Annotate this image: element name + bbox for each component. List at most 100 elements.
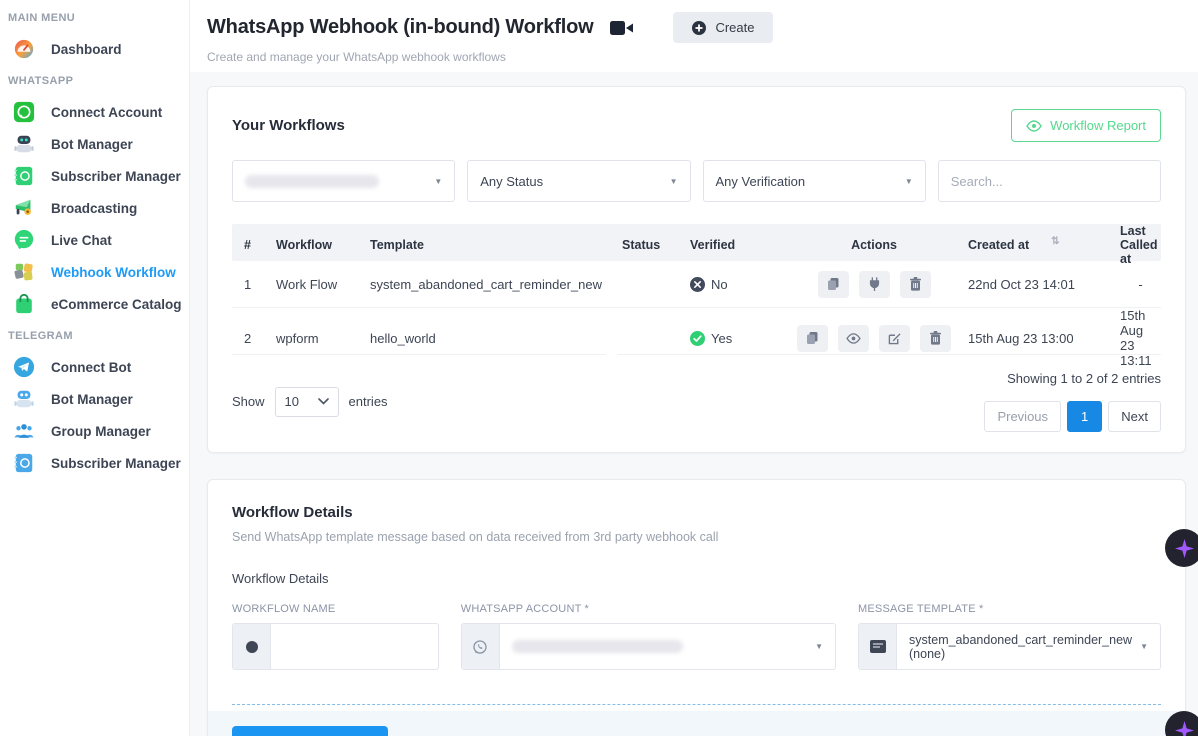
plug-icon <box>869 277 879 291</box>
delete-button[interactable] <box>899 270 931 298</box>
sidebar-item-dashboard[interactable]: Dashboard <box>0 33 189 65</box>
chevron-down-icon: ▼ <box>815 642 824 651</box>
sidebar-item-webhook-workflow[interactable]: Webhook Workflow <box>0 256 189 288</box>
row-workflow-name: Work Flow <box>276 276 338 292</box>
dashboard-gauge-icon <box>12 37 36 61</box>
robot-blue-icon <box>12 387 36 411</box>
sidebar-item-label: Live Chat <box>51 232 112 248</box>
sidebar-item-ecommerce-catalog[interactable]: eCommerce Catalog <box>0 288 189 320</box>
verified-text: No <box>711 276 728 292</box>
whatsapp-account-label: WHATSAPP ACCOUNT * <box>460 603 590 615</box>
sidebar-item-bot-manager-wa[interactable]: Bot Manager <box>0 128 189 160</box>
col-created-at[interactable]: Created at ⇅ <box>968 236 1060 252</box>
col-num: # <box>244 238 251 252</box>
your-workflows-card: Your Workflows Workflow Report ▼ Any <box>207 86 1186 453</box>
verification-filter-select[interactable]: Any Verification ▼ <box>702 160 926 202</box>
status-filter-select[interactable]: Any Status ▼ <box>467 160 691 202</box>
main-content: WhatsApp Webhook (in-bound) Workflow Cre… <box>190 0 1198 736</box>
sidebar-item-label: Dashboard <box>51 41 122 57</box>
previous-page-button[interactable]: Previous <box>984 401 1062 432</box>
workflow-name-label: WORKFLOW NAME <box>232 603 336 615</box>
pagination: Previous 1 Next <box>984 401 1161 432</box>
view-button[interactable] <box>838 324 869 352</box>
show-label: Show <box>232 394 265 409</box>
sidebar-item-label: Webhook Workflow <box>51 264 176 280</box>
col-actions: Actions <box>851 238 897 252</box>
contacts-book-icon <box>12 164 36 188</box>
copy-icon <box>827 278 838 290</box>
page-title: WhatsApp Webhook (in-bound) Workflow <box>207 16 594 38</box>
row-num: 2 <box>244 330 252 346</box>
eye-icon <box>1026 119 1042 132</box>
sidebar-item-label: Subscriber Manager <box>51 455 181 471</box>
details-section-label: Workflow Details <box>232 571 329 586</box>
webhook-connector-button[interactable] <box>858 270 890 298</box>
sidebar-item-connect-account[interactable]: Connect Account <box>0 96 189 128</box>
row-last-called-at: - <box>1138 276 1143 292</box>
message-template-select[interactable]: system_abandoned_cart_reminder_new (none… <box>858 623 1161 670</box>
ai-assistant-button[interactable] <box>1165 711 1198 736</box>
col-template: Template <box>370 238 424 252</box>
ai-assistant-button[interactable] <box>1165 529 1198 567</box>
sidebar-item-live-chat[interactable]: Live Chat <box>0 224 189 256</box>
group-people-icon <box>12 419 36 443</box>
sidebar-item-subscriber-manager-wa[interactable]: Subscriber Manager <box>0 160 189 192</box>
video-tutorial-icon[interactable] <box>609 17 635 39</box>
sidebar-item-broadcasting[interactable]: Broadcasting <box>0 192 189 224</box>
workflow-report-button[interactable]: Workflow Report <box>1011 109 1161 142</box>
verified-badge: No <box>690 276 780 292</box>
sidebar-item-label: Group Manager <box>51 423 151 439</box>
whatsapp-account-select[interactable]: ▼ <box>460 623 837 670</box>
page-size-select[interactable]: 10 <box>274 386 339 417</box>
edit-pencil-icon <box>888 332 901 344</box>
copy-button[interactable] <box>817 270 849 298</box>
section-telegram: TELEGRAM <box>8 330 73 342</box>
current-page-button[interactable]: 1 <box>1067 401 1103 432</box>
row-last-called-at: 15th Aug 23 13:11 <box>1120 308 1152 368</box>
copy-button[interactable] <box>797 324 828 352</box>
sidebar-item-bot-manager-tg[interactable]: Bot Manager <box>0 383 189 415</box>
page-subtitle: Create and manage your WhatsApp webhook … <box>207 50 506 64</box>
redacted-account-name <box>245 174 380 188</box>
create-button-label: Create <box>715 20 755 35</box>
row-created-at: 15th Aug 23 13:00 <box>968 330 1074 346</box>
eye-icon <box>846 332 861 344</box>
trash-icon <box>930 331 941 345</box>
whatsapp-icon <box>12 100 36 124</box>
table-header-row: # Workflow Template Status Verified Acti… <box>232 224 1161 266</box>
dot-icon <box>233 624 271 669</box>
content-area: Your Workflows Workflow Report ▼ Any <box>190 72 1198 736</box>
col-status: Status <box>622 238 661 252</box>
delete-button[interactable] <box>920 324 951 352</box>
robot-icon <box>12 132 36 156</box>
workflow-report-label: Workflow Report <box>1050 118 1146 133</box>
details-card-footer: Create Workflow <box>208 711 1185 736</box>
workflow-name-group <box>232 623 439 670</box>
megaphone-icon <box>12 196 36 220</box>
row-num: 1 <box>244 276 252 292</box>
sidebar-item-label: Connect Account <box>51 104 163 120</box>
row-actions <box>780 270 968 298</box>
entries-label: entries <box>348 394 388 409</box>
table-row: 1 Work Flow system_abandoned_cart_remind… <box>232 261 1161 308</box>
x-circle-icon <box>690 276 705 292</box>
account-filter-select[interactable]: ▼ <box>232 160 456 202</box>
create-workflow-button[interactable]: Create Workflow <box>232 726 389 736</box>
chevron-down-icon <box>317 398 329 405</box>
sort-icon[interactable]: ⇅ <box>1051 236 1060 247</box>
plus-circle-icon <box>692 20 707 35</box>
sidebar-item-subscriber-manager-tg[interactable]: Subscriber Manager <box>0 447 189 479</box>
page-size-control: Show 10 entries <box>232 371 388 432</box>
create-button[interactable]: Create <box>673 12 774 43</box>
sidebar-item-group-manager[interactable]: Group Manager <box>0 415 189 447</box>
workflow-name-input[interactable] <box>283 639 426 654</box>
sidebar-item-connect-bot[interactable]: Connect Bot <box>0 351 189 383</box>
section-whatsapp: WHATSAPP <box>8 75 74 87</box>
search-input[interactable] <box>950 173 1148 189</box>
next-page-button[interactable]: Next <box>1108 401 1161 432</box>
sidebar-item-label: Bot Manager <box>51 391 133 407</box>
col-workflow: Workflow <box>276 238 333 252</box>
filters-row: ▼ Any Status ▼ Any Verification ▼ <box>232 160 1161 202</box>
chevron-down-icon: ▼ <box>1140 642 1148 651</box>
edit-button[interactable] <box>879 324 910 352</box>
